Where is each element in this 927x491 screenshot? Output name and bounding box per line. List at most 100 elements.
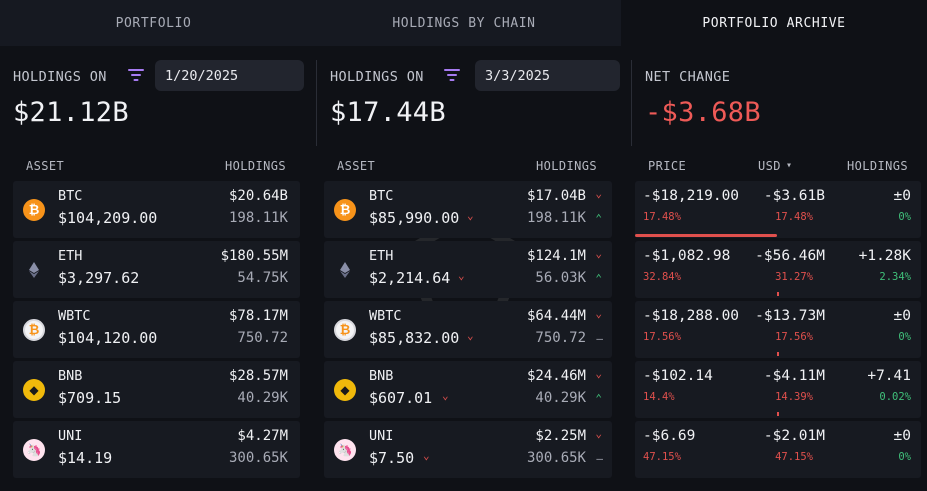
holdings-value: $2.25M — [535, 428, 586, 444]
price-change: -$102.14 — [643, 368, 713, 384]
usd-change-percent: 17.56% — [775, 331, 813, 343]
column-header-holdings: HOLDINGS — [847, 159, 908, 173]
holdings-change: ±0 — [893, 428, 911, 444]
value-down-icon: ⌄ — [595, 187, 602, 200]
net-change-value: -$3.68B — [645, 97, 761, 128]
table-row[interactable]: -$18,219.00 17.48% -$3.61B 17.48% ±0 0% — [635, 181, 921, 238]
table-row[interactable]: ETH $2,214.64 ⌄ $124.1M ⌄ 56.03K ⌃ — [324, 241, 612, 298]
price-down-icon: ⌄ — [467, 329, 474, 342]
usd-change-percent: 17.48% — [775, 211, 813, 223]
price-down-icon: ⌄ — [458, 269, 465, 282]
asset-symbol: ETH — [369, 248, 394, 264]
price-change: -$18,219.00 — [643, 188, 740, 204]
holdings-quantity: 40.29K — [237, 390, 288, 406]
qty-unchanged-icon: — — [596, 332, 603, 345]
start-total-value: $21.12B — [13, 97, 129, 128]
table-row[interactable]: ◆ BNB $607.01 ⌄ $24.46M ⌄ 40.29K ⌃ — [324, 361, 612, 418]
price-change-percent: 17.48% — [643, 211, 681, 223]
holdings-quantity: 750.72 — [535, 330, 586, 346]
column-header-asset: ASSET — [337, 159, 376, 173]
holdings-change-percent: 2.34% — [879, 271, 911, 283]
tab-portfolio[interactable]: PORTFOLIO — [115, 15, 192, 31]
asset-symbol: BTC — [58, 188, 83, 204]
table-row[interactable]: -$102.14 14.4% -$4.11M 14.39% +7.41 0.02… — [635, 361, 921, 418]
sort-desc-icon[interactable]: ▾ — [786, 160, 793, 171]
holdings-value: $28.57M — [228, 368, 288, 384]
start-date-input[interactable]: 1/20/2025 — [155, 60, 304, 91]
table-row[interactable]: -$6.69 47.15% -$2.01M 47.15% ±0 0% — [635, 421, 921, 478]
holdings-quantity: 198.11K — [228, 210, 288, 226]
asset-price: $104,120.00 — [58, 329, 158, 347]
value-down-icon: ⌄ — [595, 367, 602, 380]
usd-change: -$56.46M — [755, 248, 825, 264]
table-row[interactable]: ◆ BNB $709.15 $28.57M 40.29K — [13, 361, 300, 418]
bitcoin-icon: ₿ — [334, 199, 356, 221]
table-row[interactable]: ₿ BTC $104,209.00 $20.64B 198.11K — [13, 181, 300, 238]
asset-price: $2,214.64 — [369, 269, 451, 287]
uniswap-icon: 🦄 — [334, 439, 356, 461]
asset-symbol: BTC — [369, 188, 394, 204]
holdings-quantity: 54.75K — [237, 270, 288, 286]
usd-bar-marker — [777, 292, 779, 296]
end-total-value: $17.44B — [330, 97, 446, 128]
value-down-icon: ⌄ — [595, 247, 602, 260]
tab-portfolio-archive[interactable]: PORTFOLIO ARCHIVE — [621, 0, 927, 46]
holdings-value: $24.46M — [526, 368, 586, 384]
asset-symbol: UNI — [369, 428, 394, 444]
holdings-quantity: 56.03K — [535, 270, 586, 286]
qty-up-icon: ⌃ — [595, 392, 602, 405]
holdings-value: $20.64B — [228, 188, 288, 204]
asset-symbol: ETH — [58, 248, 83, 264]
asset-price: $7.50 — [369, 449, 415, 467]
tab-holdings-by-chain[interactable]: HOLDINGS BY CHAIN — [392, 15, 536, 31]
holdings-quantity: 300.65K — [228, 450, 288, 466]
end-date-input[interactable]: 3/3/2025 — [475, 60, 620, 91]
holdings-quantity: 750.72 — [237, 330, 288, 346]
usd-change: -$3.61B — [763, 188, 825, 204]
asset-price: $85,990.00 — [369, 209, 460, 227]
usd-change: -$2.01M — [763, 428, 825, 444]
column-header-holdings: HOLDINGS — [225, 159, 286, 173]
asset-price: $607.01 — [369, 389, 433, 407]
qty-unchanged-icon: — — [596, 452, 603, 465]
table-row[interactable]: -$18,288.00 17.56% -$13.73M 17.56% ±0 0% — [635, 301, 921, 358]
column-header-usd[interactable]: USD — [758, 159, 781, 173]
holdings-on-label: HOLDINGS ON — [13, 69, 107, 85]
holdings-change-percent: 0% — [898, 331, 911, 343]
asset-price: $104,209.00 — [58, 209, 158, 227]
price-change-percent: 17.56% — [643, 331, 681, 343]
selected-row-indicator — [635, 234, 777, 237]
table-row[interactable]: ₿ BTC $85,990.00 ⌄ $17.04B ⌄ 198.11K ⌃ — [324, 181, 612, 238]
holdings-change: ±0 — [893, 308, 911, 324]
asset-symbol: WBTC — [369, 308, 402, 324]
holdings-value: $4.27M — [237, 428, 288, 444]
table-row[interactable]: -$1,082.98 32.84% -$56.46M 31.27% +1.28K… — [635, 241, 921, 298]
usd-change-percent: 14.39% — [775, 391, 813, 403]
net-change-header: NET CHANGE -$3.68B — [632, 48, 927, 144]
price-change-percent: 32.84% — [643, 271, 681, 283]
holdings-value: $124.1M — [526, 248, 586, 264]
column-header-asset: ASSET — [26, 159, 65, 173]
bnb-icon: ◆ — [334, 379, 356, 401]
filter-icon[interactable] — [128, 69, 144, 81]
holdings-quantity: 198.11K — [526, 210, 586, 226]
table-row[interactable]: 🦄 UNI $14.19 $4.27M 300.65K — [13, 421, 300, 478]
price-change-percent: 14.4% — [643, 391, 675, 403]
usd-bar-marker — [777, 352, 779, 356]
price-change-percent: 47.15% — [643, 451, 681, 463]
wbtc-icon: ₿ — [23, 319, 45, 341]
price-change: -$18,288.00 — [643, 308, 740, 324]
price-down-icon: ⌄ — [423, 449, 430, 462]
asset-symbol: UNI — [58, 428, 83, 444]
filter-icon[interactable] — [444, 69, 460, 81]
holdings-change: +1.28K — [858, 248, 911, 264]
table-row[interactable]: ₿ WBTC $85,832.00 ⌄ $64.44M ⌄ 750.72 — — [324, 301, 612, 358]
holdings-change: ±0 — [893, 188, 911, 204]
tab-bar: PORTFOLIO HOLDINGS BY CHAIN PORTFOLIO AR… — [0, 0, 927, 46]
table-row[interactable]: 🦄 UNI $7.50 ⌄ $2.25M ⌄ 300.65K — — [324, 421, 612, 478]
table-row[interactable]: ETH $3,297.62 $180.55M 54.75K — [13, 241, 300, 298]
price-down-icon: ⌄ — [442, 389, 449, 402]
table-row[interactable]: ₿ WBTC $104,120.00 $78.17M 750.72 — [13, 301, 300, 358]
wbtc-icon: ₿ — [334, 319, 356, 341]
price-change: -$6.69 — [643, 428, 696, 444]
